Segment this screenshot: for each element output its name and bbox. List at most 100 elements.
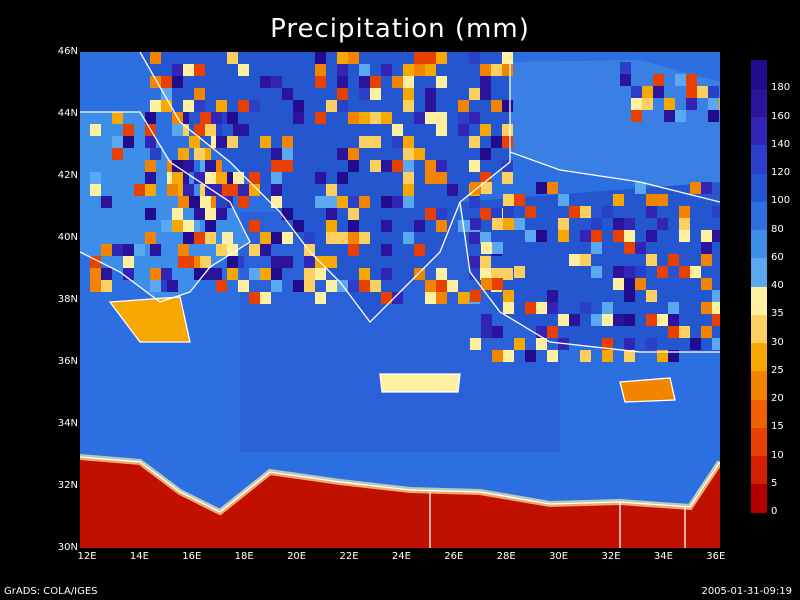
precip-cell [481, 242, 492, 254]
precip-cell [719, 98, 720, 110]
precip-cell [492, 242, 503, 254]
colorbar-segment [751, 116, 767, 146]
precip-cell [642, 98, 653, 110]
precip-cell [480, 256, 491, 268]
precip-cell [558, 194, 569, 206]
precip-cell [624, 338, 635, 350]
precip-cell [348, 220, 359, 232]
precip-cell [502, 64, 513, 76]
precip-cell [403, 88, 414, 100]
precip-cell [271, 232, 282, 244]
precip-cell [161, 88, 172, 100]
colorbar-segment [751, 60, 767, 89]
precip-cell [686, 74, 697, 86]
precip-cell [697, 86, 708, 98]
precip-cell [558, 314, 569, 326]
precip-cell [271, 280, 282, 292]
precip-cell [315, 268, 326, 280]
precip-cell [145, 160, 156, 172]
precip-cell [701, 182, 712, 194]
precip-cell [326, 232, 337, 244]
precip-cell [194, 88, 205, 100]
precip-cell [216, 172, 227, 184]
colorbar-label: 160 [771, 110, 791, 122]
precip-cell [90, 268, 101, 280]
precip-cell [580, 206, 591, 218]
precip-cell [675, 110, 686, 122]
precip-cell [425, 64, 436, 76]
precip-cell [558, 230, 569, 242]
precip-cell [436, 76, 447, 88]
precip-cell [436, 292, 447, 304]
precip-cell [469, 136, 480, 148]
lat-label: 40N [57, 232, 78, 243]
colorbar-segment [751, 399, 767, 428]
precip-cell [150, 52, 161, 64]
precip-cell [591, 230, 602, 242]
precip-cell [525, 230, 536, 242]
precip-cell [613, 230, 624, 242]
precip-cell [260, 268, 271, 280]
precip-cell [337, 64, 348, 76]
precip-cell [200, 148, 211, 160]
colorbar-label: 25 [771, 364, 784, 376]
precip-cell [348, 244, 359, 256]
precip-cell [425, 112, 436, 124]
precip-cell [646, 230, 657, 242]
precip-cell [403, 100, 414, 112]
precip-cell [602, 206, 613, 218]
precip-cell [492, 350, 503, 362]
precip-cell [249, 268, 260, 280]
precip-cell [359, 136, 370, 148]
precip-cell [200, 196, 211, 208]
precip-cell [480, 148, 491, 160]
precip-cell [315, 196, 326, 208]
precip-cell [491, 100, 502, 112]
precip-cell [359, 64, 370, 76]
precip-cell [337, 172, 348, 184]
colorbar-label: 100 [771, 195, 791, 207]
precip-cell [480, 268, 491, 280]
precip-cell [370, 112, 381, 124]
precip-cell [536, 338, 547, 350]
lat-label: 32N [57, 480, 78, 491]
precip-cell [679, 326, 690, 338]
map-canvas [80, 52, 720, 548]
precip-cell [227, 136, 238, 148]
precip-cell [668, 350, 679, 362]
precip-cell [620, 62, 631, 74]
precip-cell [90, 256, 101, 268]
precip-cell [304, 268, 315, 280]
precip-cell [370, 136, 381, 148]
precip-cell [392, 160, 403, 172]
lon-label: 28E [496, 551, 516, 562]
precip-cell [502, 52, 513, 64]
precip-cell [101, 196, 112, 208]
precip-cell [569, 254, 580, 266]
precip-cell [525, 302, 536, 314]
precip-cell [260, 136, 271, 148]
precip-cell [183, 64, 194, 76]
precip-cell [145, 136, 156, 148]
precip-cell [613, 218, 624, 230]
lon-label: 22E [339, 551, 359, 562]
precip-cell [282, 256, 293, 268]
precip-cell [525, 206, 536, 218]
precip-cell [425, 172, 436, 184]
precip-cell [359, 112, 370, 124]
precip-cell [425, 208, 436, 220]
precip-cell [580, 230, 591, 242]
precip-cell [249, 244, 260, 256]
precip-cell [183, 100, 194, 112]
precip-cell [326, 196, 337, 208]
precip-cell [701, 302, 712, 314]
precip-cell [348, 160, 359, 172]
precip-cell [211, 124, 222, 136]
precip-cell [712, 290, 720, 302]
precip-cell [381, 64, 392, 76]
precip-cell [481, 182, 492, 194]
precip-cell [701, 326, 712, 338]
precip-cell [642, 86, 653, 98]
precip-cell [167, 280, 178, 292]
precip-cell [514, 194, 525, 206]
